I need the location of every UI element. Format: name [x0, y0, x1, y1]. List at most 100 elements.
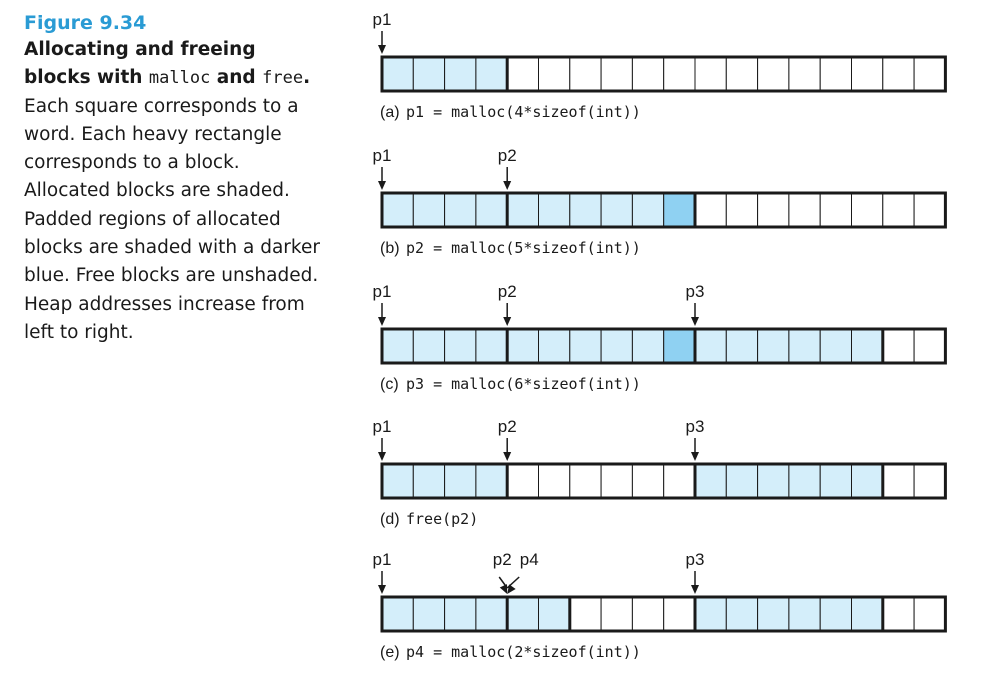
pointer-label-p4: p4: [520, 550, 539, 569]
allocated-word: [757, 463, 790, 499]
free-word: [913, 463, 946, 499]
allocated-word: [412, 596, 446, 632]
free-word: [663, 463, 696, 499]
row-caption-code: free(p2): [406, 510, 478, 528]
allocated-word: [819, 596, 853, 632]
free-word: [600, 596, 633, 632]
free-word: [882, 56, 915, 92]
free-word: [631, 56, 665, 92]
padding-word: [663, 192, 696, 228]
heap-row-e: p1 p2 p4 p3 (e) p4 = malloc(2*sizeof(int)): [373, 550, 947, 661]
allocated-word: [412, 328, 446, 364]
pointer-label-p1: p1: [373, 282, 392, 301]
free-word: [913, 192, 946, 228]
pointer-label-p1: p1: [373, 10, 392, 29]
caption-body: Each square corresponds to a word. Each …: [24, 95, 320, 343]
caption-title-part3: .: [303, 67, 311, 89]
pointer-arrowhead-p3: [691, 317, 699, 326]
allocated-word: [381, 463, 414, 499]
allocated-word: [600, 192, 633, 228]
pointer-label-p2: p2: [493, 550, 512, 569]
allocated-word: [475, 328, 508, 364]
row-caption-letter: (a): [380, 104, 400, 121]
allocated-word: [412, 56, 446, 92]
allocated-word: [381, 56, 414, 92]
heap-outline: [380, 462, 947, 500]
allocated-word: [819, 463, 853, 499]
allocated-word: [444, 328, 477, 364]
free-word: [788, 56, 821, 92]
pointer-label-p1: p1: [373, 550, 392, 569]
free-word: [851, 192, 884, 228]
figure-label: Figure 9.34: [24, 12, 147, 34]
row-caption-code: p4 = malloc(2*sizeof(int)): [406, 643, 641, 661]
caption-code-malloc: malloc: [148, 68, 211, 89]
allocated-word: [506, 328, 540, 364]
free-word: [506, 463, 540, 499]
allocated-word: [788, 463, 821, 499]
pointer-label-p3: p3: [686, 417, 705, 436]
pointer-label-p3: p3: [686, 550, 705, 569]
heap-row-c: p1 p2 p3 (c) p3 = malloc(6*sizeof(int)): [373, 282, 947, 393]
pointer-arrowhead-p3: [691, 452, 699, 461]
pointer-arrowhead-p1: [378, 585, 386, 594]
free-word: [882, 463, 915, 499]
row-caption-letter: (b): [380, 240, 400, 257]
pointer-arrowhead-p2: [503, 452, 512, 461]
allocated-word: [506, 596, 540, 632]
free-word: [569, 56, 602, 92]
allocated-word: [725, 328, 759, 364]
allocated-word: [444, 56, 477, 92]
row-caption-letter: (d): [380, 511, 400, 528]
pointer-arrowhead-p2: [503, 317, 512, 326]
free-word: [725, 56, 759, 92]
pointer-label-p2: p2: [498, 282, 517, 301]
allocated-word: [694, 328, 727, 364]
row-caption-letter: (c): [380, 376, 399, 393]
allocated-word: [851, 463, 884, 499]
pointer-label-p1: p1: [373, 146, 392, 165]
free-word: [788, 192, 821, 228]
pointer-arrowhead-p2: [503, 181, 512, 190]
free-word: [819, 56, 853, 92]
free-word: [663, 56, 696, 92]
heap-row-a: p1 (a) p1 = malloc(4*sizeof(int)): [373, 10, 947, 121]
free-word: [913, 596, 946, 632]
free-word: [882, 596, 915, 632]
allocated-word: [538, 328, 571, 364]
allocated-word: [475, 596, 508, 632]
free-word: [600, 56, 633, 92]
free-word: [694, 56, 727, 92]
allocated-word: [506, 192, 540, 228]
figure-caption: Figure 9.34 Allocating and freeing block…: [24, 10, 324, 347]
allocated-word: [475, 56, 508, 92]
allocated-word: [444, 596, 477, 632]
allocated-word: [381, 596, 414, 632]
allocated-word: [851, 328, 884, 364]
pointer-label-p3: p3: [686, 282, 705, 301]
pointer-arrowhead-p1: [378, 452, 386, 461]
free-word: [694, 192, 727, 228]
heap-outline: [380, 55, 947, 93]
caption-title-part1: Allocating and freeing blocks with: [24, 39, 256, 89]
allocated-word: [725, 596, 759, 632]
heap-outline: [380, 327, 947, 365]
free-word: [851, 56, 884, 92]
allocated-word: [851, 596, 884, 632]
allocated-word: [600, 328, 633, 364]
allocated-word: [569, 328, 602, 364]
heap-row-b: p1 p2 (b) p2 = malloc(5*sizeof(int)): [373, 146, 947, 257]
pointer-arrowhead-p4: [507, 584, 516, 594]
free-word: [913, 56, 946, 92]
free-word: [913, 328, 946, 364]
free-word: [882, 328, 915, 364]
allocated-word: [631, 192, 665, 228]
allocated-word: [538, 192, 571, 228]
allocated-word: [444, 463, 477, 499]
allocated-word: [475, 463, 508, 499]
free-word: [757, 56, 790, 92]
free-word: [882, 192, 915, 228]
free-word: [663, 596, 696, 632]
padding-word: [663, 328, 696, 364]
